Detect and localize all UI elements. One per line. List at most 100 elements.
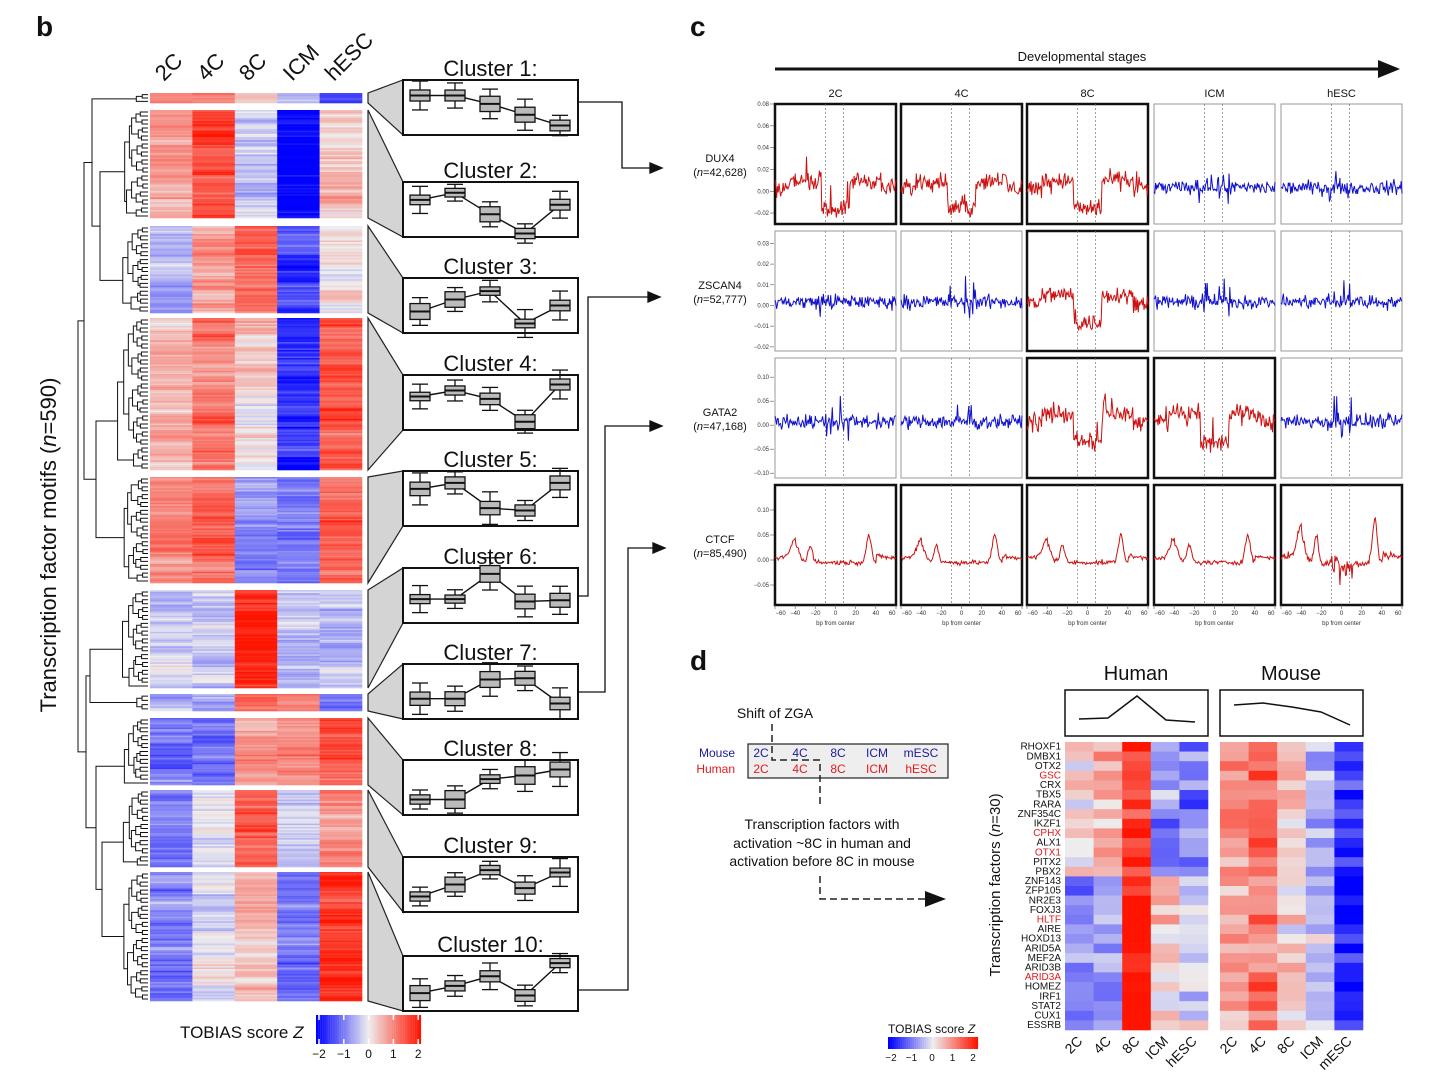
heatmap-cell [234, 618, 278, 621]
heatmap-cell [277, 594, 320, 597]
heatmap-cell [150, 654, 193, 657]
heatmap-cell [1065, 1001, 1094, 1012]
dendrogram-branch [140, 774, 148, 780]
x-tick-label: 40 [1124, 611, 1131, 617]
heatmap-cell [192, 452, 236, 455]
heatmap-cell [150, 978, 193, 981]
heatmap-cell [192, 454, 236, 456]
heatmap-cell [192, 663, 236, 666]
heatmap-cell [234, 483, 278, 486]
heatmap-cell [192, 168, 236, 171]
heatmap-cell [234, 644, 278, 647]
motif-count: (n=85,490) [693, 548, 747, 560]
heatmap-cell [277, 823, 320, 826]
heatmap-cell [319, 892, 363, 895]
heatmap-cell [150, 568, 193, 571]
heatmap-cell [1179, 828, 1209, 839]
heatmap-cell [234, 970, 278, 973]
heatmap-cell [192, 679, 236, 682]
heatmap-cell [234, 518, 278, 521]
heatmap-cell [150, 433, 193, 436]
heatmap-cell [1248, 828, 1278, 839]
heatmap-cell [192, 815, 236, 818]
heatmap-cell [192, 660, 236, 663]
heatmap-cell [192, 335, 236, 338]
dendrogram-branch [77, 320, 86, 753]
heatmap-cell [234, 259, 278, 262]
dendrogram-branch [139, 840, 148, 846]
heatmap-cell [277, 830, 320, 833]
heatmap-cell [319, 748, 363, 751]
heatmap-cell [234, 176, 278, 179]
heatmap-cell [1248, 914, 1278, 925]
heatmap-cell [150, 364, 193, 367]
heatmap-cell [150, 156, 193, 158]
heatmap-cell [234, 393, 278, 396]
heatmap-cell [319, 663, 363, 666]
heatmap-cell [277, 887, 320, 890]
heatmap-cell [1150, 982, 1180, 992]
colorbar-segment [914, 1037, 917, 1049]
heatmap-cell [1179, 799, 1209, 810]
dendrogram-branch [128, 605, 134, 638]
heatmap-cell [234, 854, 278, 857]
heatmap-cell [319, 647, 363, 650]
heatmap-cell [277, 179, 320, 182]
heatmap-cell [1150, 934, 1180, 944]
dendrogram-branch [141, 677, 148, 683]
heatmap-cell [150, 596, 193, 599]
heatmap-cell [277, 799, 320, 802]
heatmap-cell [192, 538, 236, 540]
heatmap-cell [192, 203, 236, 206]
heatmap-cell [277, 842, 320, 845]
heatmap-cell [150, 272, 193, 275]
heatmap-cell [234, 181, 278, 184]
heatmap-cell [277, 326, 320, 328]
heatmap-cell [234, 375, 278, 378]
colorbar-segment [924, 1037, 927, 1049]
heatmap-cell [150, 132, 193, 135]
heatmap-cell [1334, 799, 1364, 810]
heatmap-cell [192, 865, 236, 868]
heatmap-cell [192, 144, 236, 147]
heatmap-cell [234, 178, 278, 181]
heatmap-cell [192, 887, 236, 890]
heatmap-cell [319, 847, 363, 850]
heatmap-cell [319, 555, 363, 558]
cluster-heatmap-4 [150, 318, 363, 471]
y-tick-label: 0.00 [757, 303, 769, 309]
x-tick-label: −40 [916, 611, 927, 617]
heatmap-cell [1093, 876, 1123, 887]
heatmap-cell [150, 854, 193, 857]
heatmap-cell [1277, 914, 1307, 925]
heatmap-cell [277, 133, 320, 136]
y-tick-label: 0.06 [757, 124, 769, 130]
heatmap-cell [277, 447, 320, 450]
heatmap-cell [277, 733, 320, 736]
heatmap-cell [150, 125, 193, 128]
heatmap-cell [192, 908, 236, 911]
heatmap-cell [192, 213, 236, 216]
heatmap-cell [277, 647, 320, 650]
heatmap-cell [277, 191, 320, 193]
heatmap-cell [319, 858, 363, 861]
heatmap-cell [192, 274, 236, 277]
heatmap-cell [319, 719, 363, 722]
heatmap-cell [234, 280, 278, 283]
heatmap-cell [234, 410, 278, 413]
heatmap-cell [234, 918, 278, 921]
colorbar-segment [400, 1015, 403, 1044]
heatmap-cell [192, 937, 236, 940]
dendrogram-branch [131, 911, 139, 929]
heatmap-cell [1122, 886, 1152, 896]
panel-label-d: d [690, 645, 707, 676]
heatmap-cell [277, 638, 320, 641]
dendrogram-branch [136, 624, 142, 634]
heatmap-cell [192, 133, 236, 136]
heatmap-cell [192, 765, 236, 768]
heatmap-cell [234, 775, 278, 778]
heatmap-cell [277, 775, 320, 778]
heatmap-cell [277, 269, 320, 272]
heatmap-cell [1065, 991, 1094, 1002]
heatmap-cell [150, 892, 193, 895]
